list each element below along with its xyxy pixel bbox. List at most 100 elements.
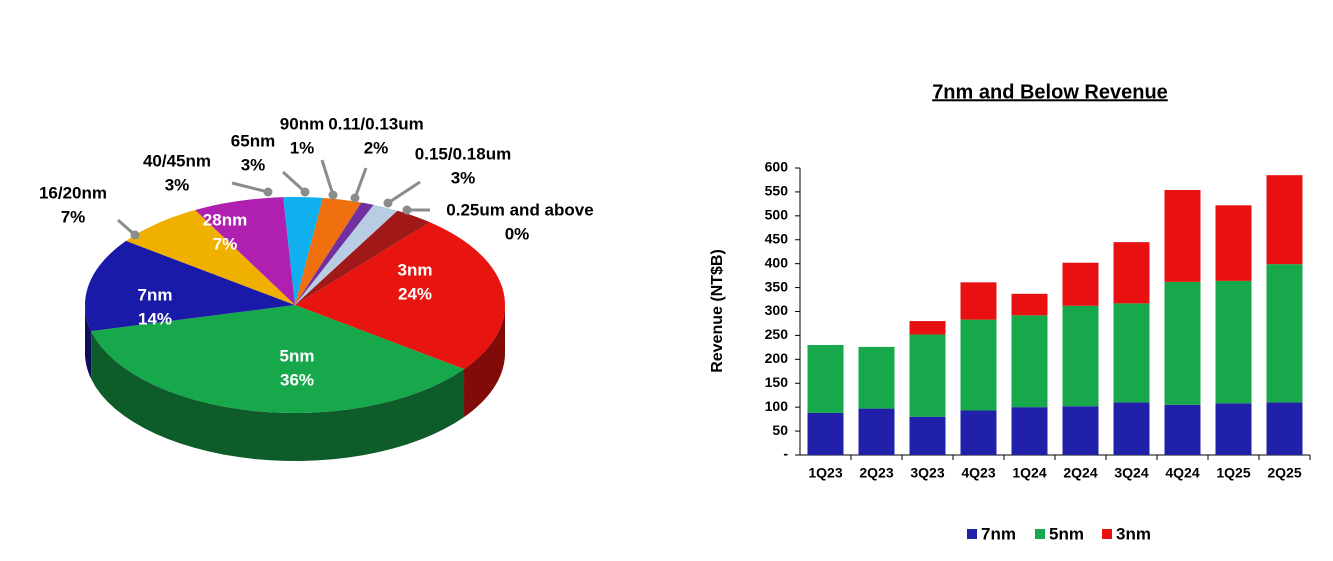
x-tick-label: 1Q24: [1012, 465, 1046, 481]
slice-label: 65nm: [231, 131, 275, 150]
slice-label: 28nm: [203, 210, 247, 229]
bar-segment: [1062, 262, 1099, 306]
y-tick-label: 150: [765, 374, 789, 390]
bar-segment: [1215, 280, 1252, 404]
leader-dot: [328, 190, 338, 200]
y-axis-title: Revenue (NT$B): [709, 249, 726, 373]
x-tick-label: 3Q24: [1114, 465, 1148, 481]
pie-slice: [195, 197, 295, 305]
bar-segment: [858, 408, 895, 455]
bar-segment: [1266, 175, 1303, 265]
slice-value-label: 24%: [398, 284, 432, 303]
pie-slice: [295, 204, 398, 305]
slice-label: 90nm: [280, 114, 324, 133]
slice-value-label: 2%: [364, 138, 389, 157]
slice-label: 16/20nm: [39, 183, 107, 202]
slice-value-label: 36%: [280, 370, 314, 389]
pie-slice: [295, 202, 374, 305]
bar-segment: [807, 412, 844, 455]
bar-segment: [1011, 407, 1048, 455]
bar-segment: [1164, 281, 1201, 405]
slice-value-label: 3%: [165, 175, 190, 194]
legend-swatch: [967, 529, 977, 539]
leader-dot: [350, 193, 360, 203]
bar-segment: [1062, 305, 1099, 407]
bar-segment: [1266, 402, 1303, 455]
x-tick-label: 1Q23: [808, 465, 842, 481]
leader-line: [320, 159, 335, 196]
slice-label: 40/45nm: [143, 151, 211, 170]
bar-segment: [909, 321, 946, 335]
slice-value-label: 7%: [61, 207, 86, 226]
bar-segment: [960, 319, 997, 411]
x-tick-label: 2Q25: [1267, 465, 1301, 481]
pie-slice: [85, 240, 295, 332]
bar-segment: [1164, 190, 1201, 282]
slice-label: 0.25um and above: [446, 200, 593, 219]
leader-line: [387, 180, 421, 205]
x-tick-label: 1Q25: [1216, 465, 1250, 481]
bar-segment: [960, 282, 997, 320]
bar-segment: [1215, 403, 1252, 455]
bar-segment: [858, 346, 895, 409]
y-tick-label: 100: [765, 398, 789, 414]
slice-value-label: 7%: [213, 234, 238, 253]
slice-label: 0.15/0.18um: [415, 144, 511, 163]
leader-line: [231, 181, 269, 194]
bar-segment: [909, 334, 946, 417]
pie-slice: [295, 197, 362, 305]
bar-segment: [1113, 303, 1150, 403]
y-tick-label: 300: [765, 302, 789, 318]
bar-segment: [909, 416, 946, 455]
bar-segment: [960, 410, 997, 455]
y-tick-label: 400: [765, 254, 789, 270]
bar-segment: [1011, 315, 1048, 408]
x-tick-label: 3Q23: [910, 465, 944, 481]
slice-label: 5nm: [280, 346, 315, 365]
pie-slice: [295, 222, 505, 370]
bar-segment: [1113, 242, 1150, 304]
slice-value-label: 0%: [505, 224, 530, 243]
y-tick-label: 450: [765, 230, 789, 246]
x-tick-label: 4Q23: [961, 465, 995, 481]
bar-segment: [1062, 406, 1099, 455]
slice-label: 0.11/0.13um: [328, 114, 423, 133]
slice-label: 7nm: [138, 285, 173, 304]
bar-segment: [1266, 264, 1303, 403]
bar-segment: [1011, 293, 1048, 316]
x-tick-label: 2Q23: [859, 465, 893, 481]
pie-slice: [125, 209, 295, 305]
x-tick-label: 4Q24: [1165, 465, 1199, 481]
leader-dot: [402, 205, 412, 215]
leader-dot: [383, 198, 393, 208]
y-tick-label: 550: [765, 183, 789, 199]
slice-side: [464, 305, 505, 418]
slice-value-label: 1%: [290, 138, 315, 157]
slice-value-label: 14%: [138, 309, 172, 328]
leader-dot: [263, 187, 273, 197]
bar-segment: [1113, 402, 1150, 455]
y-tick-label: 600: [765, 159, 789, 175]
chart-title: 7nm and Below Revenue: [932, 81, 1168, 103]
leader-dot: [300, 187, 310, 197]
x-tick-label: 2Q24: [1063, 465, 1097, 481]
slice-value-label: 3%: [241, 155, 266, 174]
y-tick-label: -: [783, 446, 788, 462]
slice-side: [91, 331, 465, 461]
slice-side: [85, 305, 92, 380]
leader-dot: [130, 230, 140, 240]
y-tick-label: 200: [765, 350, 789, 366]
legend-label: 7nm: [981, 524, 1016, 543]
legend-label: 5nm: [1049, 524, 1084, 543]
y-tick-label: 350: [765, 278, 789, 294]
pie-slice: [283, 197, 323, 305]
legend-swatch: [1102, 529, 1112, 539]
y-tick-label: 50: [772, 422, 788, 438]
bar-segment: [1215, 205, 1252, 281]
pie-slice: [295, 222, 430, 305]
y-tick-label: 250: [765, 326, 789, 342]
bar-segment: [807, 344, 844, 413]
leader-line: [353, 167, 368, 199]
bar-segment: [1164, 404, 1201, 455]
